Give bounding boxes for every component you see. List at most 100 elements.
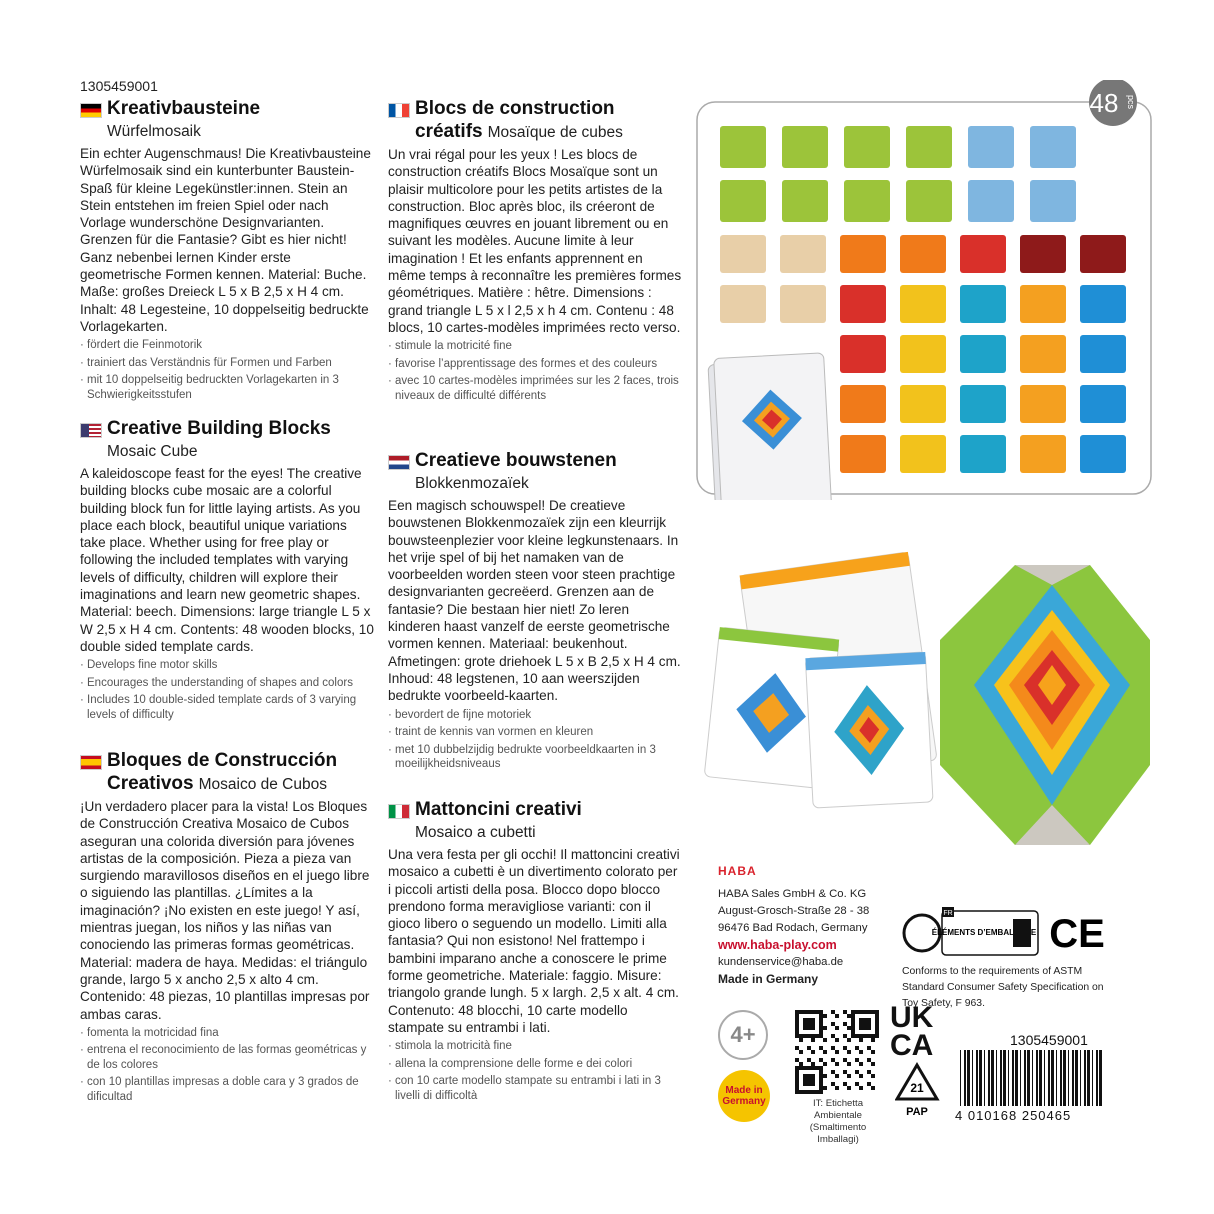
qr-module	[823, 1014, 827, 1018]
qr-module	[871, 1050, 875, 1054]
it-label: IT: Etichetta Ambientale (Smaltimento Im…	[809, 1098, 867, 1145]
bar	[964, 1050, 966, 1106]
company-made: Made in Germany	[718, 972, 819, 986]
qr-module	[867, 1046, 871, 1050]
qr-module	[851, 1010, 855, 1014]
qr-module	[803, 1074, 807, 1078]
qr-module	[823, 1026, 827, 1030]
qr-module	[819, 1090, 823, 1094]
language-section: Blocs de construction créatifs Mosaïque d…	[388, 98, 684, 403]
bar	[972, 1050, 973, 1106]
section-body: Een magisch schouwspel! De creatieve bou…	[388, 498, 681, 704]
qr-module	[803, 1018, 807, 1022]
flag	[388, 455, 410, 470]
qr-module	[819, 1086, 823, 1090]
qr-module	[859, 1074, 863, 1078]
qr-module	[859, 1010, 863, 1014]
qr-module	[803, 1066, 807, 1070]
qr-module	[831, 1070, 835, 1074]
block	[1080, 235, 1126, 273]
section-heading: Kreativbausteine Würfelmosaik	[80, 98, 376, 143]
block	[960, 435, 1006, 473]
block	[720, 235, 766, 273]
qr-module	[859, 1062, 863, 1066]
bullet: con 10 carte modello stampate su entramb…	[388, 1074, 684, 1103]
bar	[1063, 1050, 1066, 1106]
bar	[1032, 1050, 1033, 1106]
qr-module	[811, 1050, 815, 1054]
qr-module	[819, 1066, 823, 1070]
bar	[1012, 1050, 1014, 1106]
section-heading: Mattoncini creativi Mosaico a cubetti	[388, 799, 684, 844]
bullet: Develops fine motor skills	[80, 658, 376, 673]
qr-module	[811, 1082, 815, 1086]
qr-module	[867, 1070, 871, 1074]
qr-module	[795, 1090, 799, 1094]
qr-module	[855, 1058, 859, 1062]
bar	[976, 1050, 978, 1106]
article-number: 1305459001	[80, 78, 158, 94]
block	[900, 285, 946, 323]
qr-module	[851, 1014, 855, 1018]
recycle-mark: 21 PAP	[895, 1062, 940, 1118]
bullet: entrena el reconocimiento de las formas …	[80, 1043, 376, 1072]
language-section: Creatieve bouwstenen Blokkenmozaïek Een ma…	[388, 450, 684, 772]
block	[840, 435, 886, 473]
bar	[1027, 1050, 1030, 1106]
bar	[988, 1050, 990, 1106]
qr-module	[795, 1082, 799, 1086]
qr-module	[835, 1074, 839, 1078]
block	[1020, 435, 1066, 473]
qr-module	[811, 1034, 815, 1038]
bullet: avec 10 cartes-modèles imprimées sur les…	[388, 374, 684, 403]
block	[1080, 285, 1126, 323]
section-heading: Creatieve bouwstenen Blokkenmozaïek	[388, 450, 684, 495]
bar	[979, 1050, 982, 1106]
qr-module	[795, 1086, 799, 1090]
qr-module	[815, 1034, 819, 1038]
bar	[1075, 1050, 1078, 1106]
qr-module	[819, 1018, 823, 1022]
triman-label: ÉLÉMENTS D’EMBALLAGE	[932, 928, 1037, 937]
qr-module	[811, 1066, 815, 1070]
qr-module	[863, 1022, 867, 1026]
qr-module	[875, 1022, 879, 1026]
bar	[1008, 1050, 1009, 1106]
qr-module	[851, 1026, 855, 1030]
bullet: favorise l’apprentissage des formes et d…	[388, 357, 684, 372]
qr-module	[875, 1018, 879, 1022]
qr-module	[811, 1078, 815, 1082]
qr-module	[803, 1026, 807, 1030]
ukca-line: CA	[890, 1029, 934, 1062]
compliance-text: Conforms to the requirements of ASTM Sta…	[902, 966, 1104, 1009]
flag	[80, 423, 102, 438]
qr-module	[855, 1010, 859, 1014]
bar	[960, 1050, 961, 1106]
barcode-article: 1305459001	[1010, 1032, 1088, 1048]
block	[840, 285, 886, 323]
qr-module	[831, 1010, 835, 1014]
block	[840, 335, 886, 373]
qr-module	[803, 1010, 807, 1014]
bullet: Encourages the understanding of shapes a…	[80, 676, 376, 691]
qr-module	[867, 1018, 871, 1022]
qr-module	[851, 1030, 855, 1034]
qr-module	[847, 1062, 851, 1066]
qr-module	[871, 1062, 875, 1066]
block	[906, 126, 952, 168]
qr-module	[807, 1034, 811, 1038]
qr-module	[807, 1074, 811, 1078]
product-photo: 48 pcs	[696, 80, 1152, 500]
section-body: ¡Un verdadero placer para la vista! Los …	[80, 799, 370, 1022]
flag	[80, 755, 102, 770]
bar	[1039, 1050, 1042, 1106]
qr-module	[795, 1010, 799, 1014]
block	[780, 235, 826, 273]
language-section: Bloques de Construcción Creativos Mosaico…	[80, 750, 376, 1104]
qr-module	[819, 1082, 823, 1086]
qr-module	[803, 1034, 807, 1038]
ce-mark: CE	[1049, 912, 1105, 956]
address-line: 96476 Bad Rodach, Germany	[718, 922, 868, 934]
qr-module	[803, 1090, 807, 1094]
section-heading: Blocs de construction créatifs Mosaïque d…	[388, 98, 684, 144]
